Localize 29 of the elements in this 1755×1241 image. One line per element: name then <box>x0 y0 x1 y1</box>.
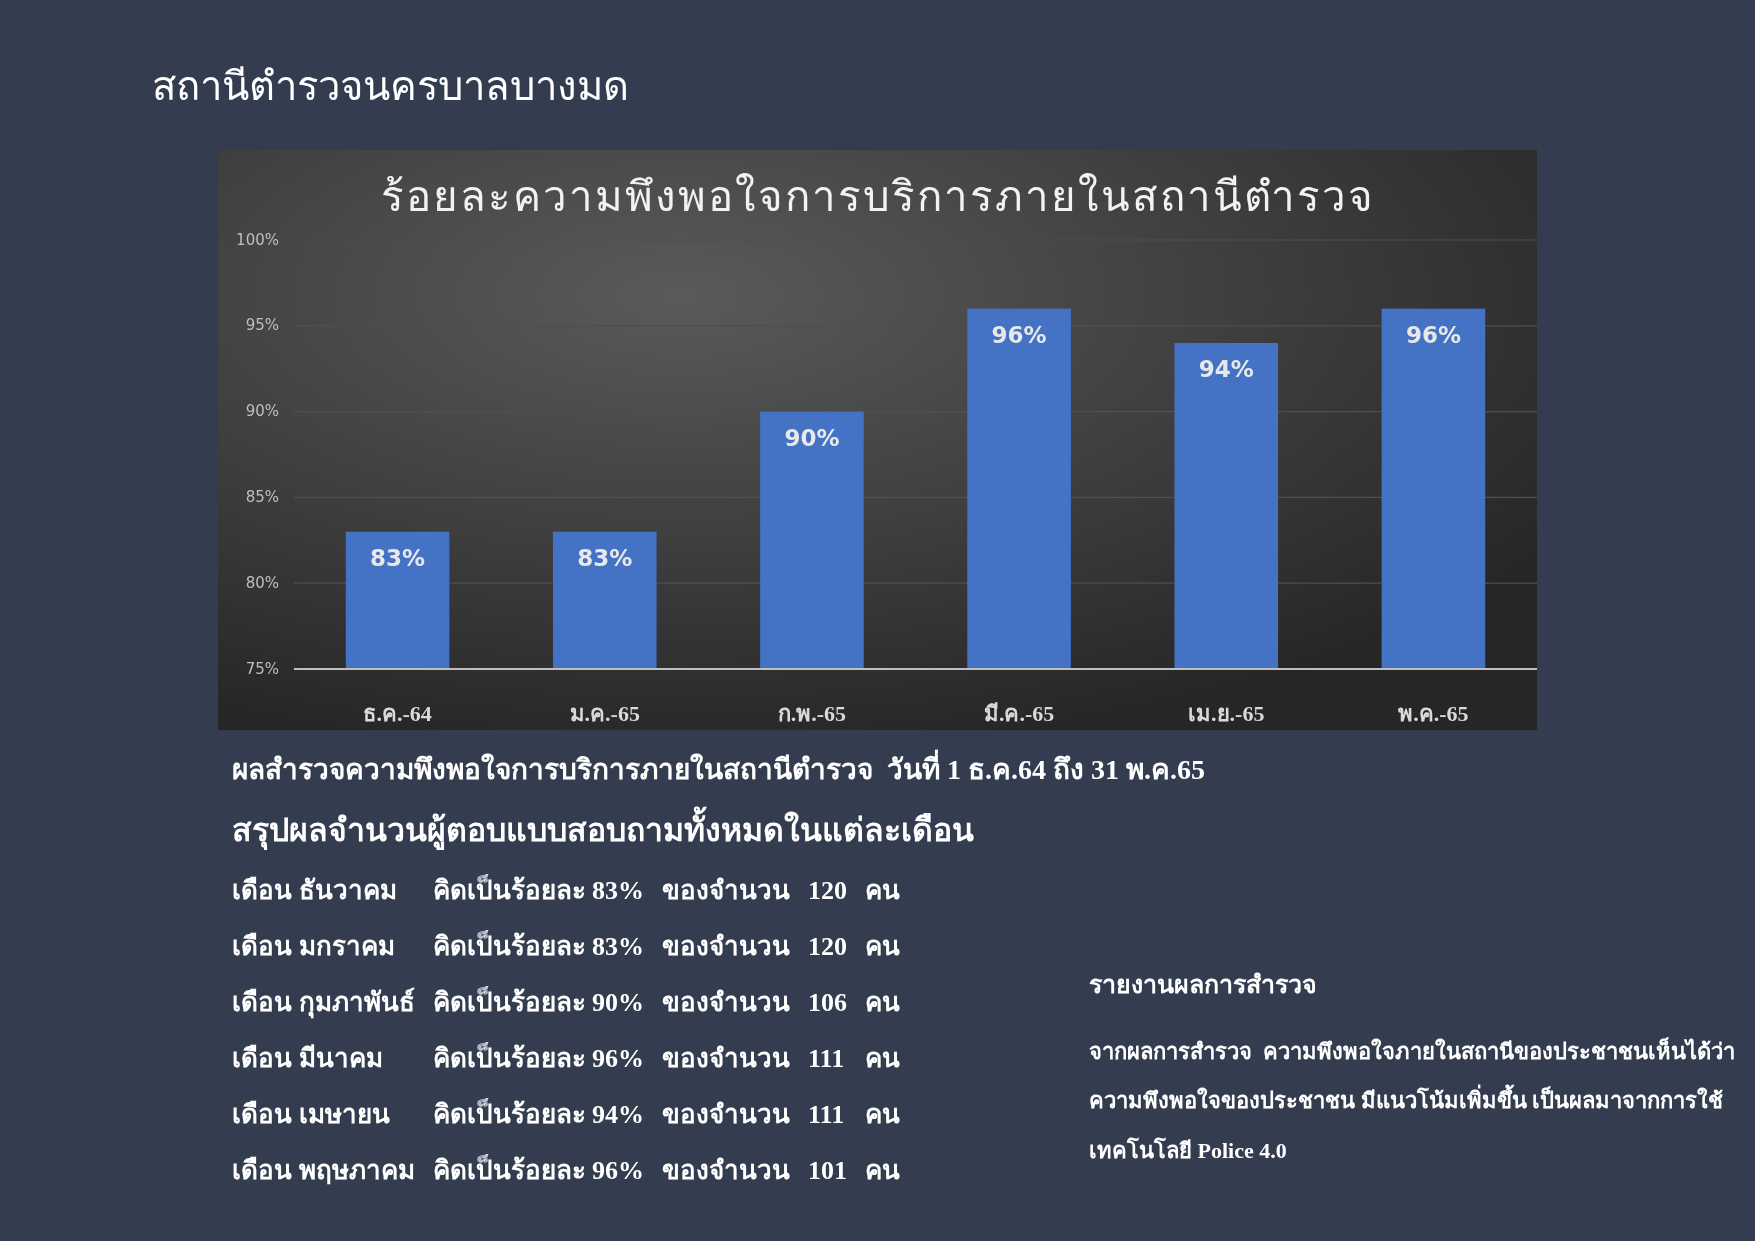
data-label: 83% <box>370 545 426 572</box>
x-tick-label: ม.ค.-65 <box>569 701 640 727</box>
y-tick-label: 90% <box>245 402 279 421</box>
data-label: 83% <box>577 545 633 572</box>
text: เดือน พฤษภาคม คิดเป็นร้อยละ 96% ของจำนวน 101 คน <box>232 1155 900 1187</box>
text: จากผลการสำรวจ ความพึงพอใจภายในสถานีของประชาชนเห็นได้ว่า <box>1089 1038 1735 1066</box>
x-tick-label: ธ.ค.-64 <box>363 701 432 727</box>
text: เทคโนโลยี Police 4.0 <box>1089 1137 1287 1165</box>
text: เดือน กุมภาพันธ์ คิดเป็นร้อยละ 90% ของจำนวน 106 คน <box>232 987 900 1019</box>
y-tick-label: 100% <box>236 230 279 249</box>
y-tick-label: 80% <box>245 573 279 592</box>
x-tick-label: เม.ย.-65 <box>1188 701 1265 727</box>
y-tick-label: 85% <box>245 487 279 506</box>
data-label: 96% <box>1405 322 1461 349</box>
text: เดือน เมษายน คิดเป็นร้อยละ 94% ของจำนวน 111 คน <box>232 1100 900 1129</box>
text: สถานีตำรวจนครบาลบางมด <box>152 62 629 110</box>
data-label: 90% <box>784 425 840 452</box>
x-tick-label: พ.ค.-65 <box>1398 701 1469 727</box>
y-tick-label: 75% <box>245 659 279 678</box>
data-label: 96% <box>991 322 1047 349</box>
text: เดือน มีนาคม คิดเป็นร้อยละ 96% ของจำนวน 111 คน <box>232 1044 900 1073</box>
x-tick-label: มี.ค.-65 <box>983 701 1055 727</box>
text: รายงานผลการสำรวจ <box>1089 970 1317 1000</box>
y-tick-label: 95% <box>245 316 279 335</box>
text: เดือน มกราคม คิดเป็นร้อยละ 83% ของจำนวน 120 คน <box>232 932 900 961</box>
data-label: 94% <box>1198 356 1254 383</box>
x-tick-label: ก.พ.-65 <box>777 701 847 727</box>
text: เดือน ธันวาคม คิดเป็นร้อยละ 83% ของจำนวน 120 คน <box>232 876 900 905</box>
chart-title: ร้อยละความพึงพอใจการบริการภายในสถานีตำรวจ <box>380 171 1375 221</box>
